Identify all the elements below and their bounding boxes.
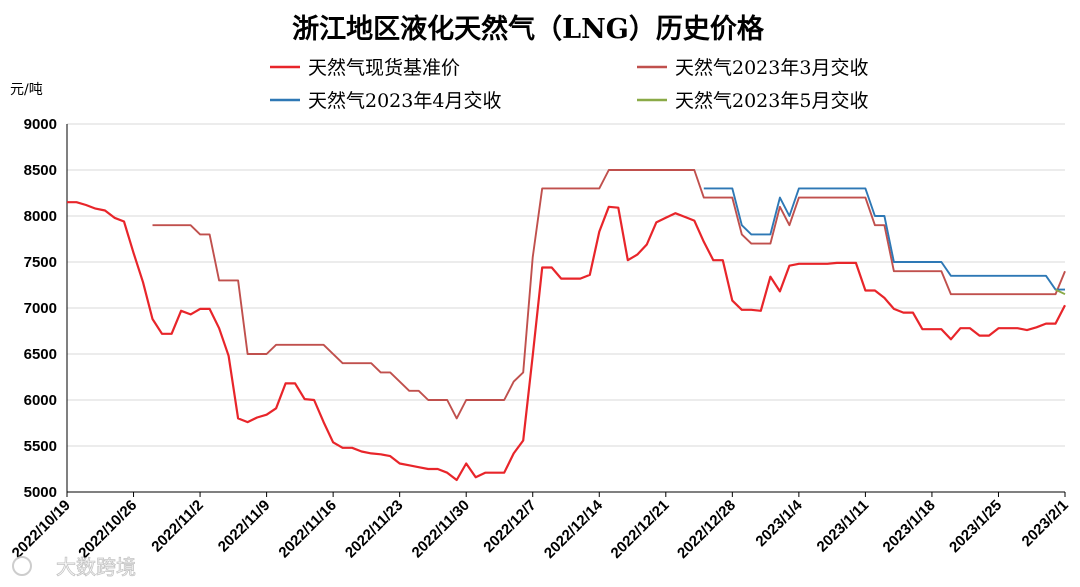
x-tick-label: 2022/12/14: [541, 496, 607, 562]
x-tick-label: 2022/11/30: [409, 497, 474, 562]
y-tick-label: 6000: [24, 392, 57, 409]
y-axis-unit: 元/吨: [10, 82, 43, 98]
y-tick-label: 8000: [24, 208, 57, 225]
x-tick-label: 2022/12/7: [480, 497, 539, 556]
watermark-logo-icon: [12, 556, 32, 576]
gridlines: [67, 123, 1065, 493]
y-tick-label: 8500: [24, 162, 57, 179]
x-tick-label: 2023/2/1: [1019, 497, 1072, 550]
legend-label: 天然气2023年5月交收: [675, 90, 868, 112]
legend-label: 天然气2023年3月交收: [675, 57, 868, 79]
x-tick-label: 2022/10/26: [75, 497, 140, 562]
x-tick-label: 2023/1/11: [814, 497, 873, 556]
chart-title: 浙江地区液化天然气（LNG）历史价格: [292, 13, 765, 45]
x-tick-label: 2023/1/18: [880, 497, 939, 556]
x-tick-label: 2022/11/9: [215, 497, 274, 556]
legend-label: 天然气2023年4月交收: [308, 90, 501, 112]
legend-item: 天然气2023年4月交收: [270, 90, 501, 112]
x-tick-label: 2022/11/2: [148, 497, 207, 556]
y-tick-label: 5500: [24, 438, 57, 455]
y-tick-label: 7500: [24, 254, 57, 271]
x-tick-label: 2023/1/25: [946, 497, 1005, 556]
y-axis-ticks: 5000 5500 6000 6500 7000 7500 8000 8500 9000: [24, 116, 57, 501]
x-tick-label: 2022/12/21: [608, 497, 673, 562]
x-tick-label: 2022/10/19: [9, 497, 74, 562]
y-tick-label: 5000: [24, 484, 57, 501]
legend-item: 天然气2023年3月交收: [637, 57, 868, 79]
y-tick-label: 7000: [24, 300, 57, 317]
series-lines: [67, 169, 1066, 482]
x-tick-label: 2022/12/28: [674, 497, 739, 562]
series-line-1: [152, 169, 1066, 420]
watermark: 大数跨境: [12, 555, 136, 579]
x-tick-label: 2022/11/23: [342, 497, 407, 562]
legend-label: 天然气现货基准价: [308, 57, 460, 79]
watermark-text: 大数跨境: [56, 555, 136, 579]
y-tick-label: 6500: [24, 346, 57, 363]
legend-item: 天然气2023年5月交收: [637, 90, 868, 112]
series-line-0: [67, 201, 1066, 482]
x-axis-ticks: 2022/10/19 2022/10/26 2022/11/2 2022/11/9 20…: [9, 492, 1072, 562]
series-line-2: [703, 187, 1065, 291]
y-tick-label: 9000: [24, 116, 57, 133]
series-line-3: [1055, 288, 1066, 296]
axes: [66, 124, 1065, 493]
x-tick-label: 2022/11/16: [275, 497, 340, 562]
legend-item: 天然气现货基准价: [270, 57, 460, 79]
x-tick-label: 2023/1/4: [752, 496, 806, 550]
